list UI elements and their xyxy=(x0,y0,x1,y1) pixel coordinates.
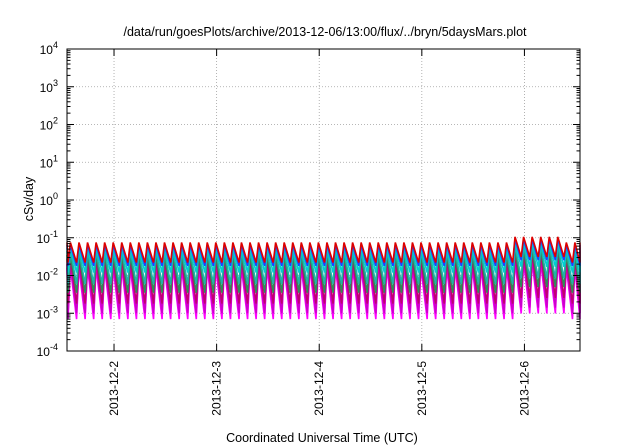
y-tick-label: 10-4 xyxy=(37,342,58,359)
x-tick-label: 2013-12-5 xyxy=(415,361,429,416)
y-tick-label-exp: -4 xyxy=(50,342,58,352)
x-axis-label: Coordinated Universal Time (UTC) xyxy=(226,431,418,445)
y-tick-label-exp: 2 xyxy=(53,116,58,126)
y-tick-label-exp: 1 xyxy=(53,153,58,163)
x-axis: 2013-12-2 2013-12-3 2013-12-4 2013-12-5 2013… xyxy=(107,49,531,416)
y-tick-label: 101 xyxy=(40,153,58,170)
y-tick-label-exp: -3 xyxy=(50,304,58,314)
y-tick-label: 100 xyxy=(40,191,58,208)
grid xyxy=(67,49,580,351)
y-tick-label-base: 10 xyxy=(40,156,54,170)
y-tick-label-exp: -2 xyxy=(50,267,58,277)
y-tick-label-base: 10 xyxy=(37,232,51,246)
y-tick-label-base: 10 xyxy=(37,307,51,321)
y-tick-label-exp: 4 xyxy=(53,40,58,50)
y-tick-label-base: 10 xyxy=(37,270,51,284)
y-tick-label: 10-3 xyxy=(37,304,58,321)
chart-title: /data/run/goesPlots/archive/2013-12-06/1… xyxy=(123,25,527,39)
x-tick-label: 2013-12-4 xyxy=(312,361,326,416)
y-axis-label: cSv/day xyxy=(22,176,36,221)
x-tick-label: 2013-12-3 xyxy=(210,361,224,416)
x-tick-label: 2013-12-2 xyxy=(107,361,121,416)
y-tick-label-exp: 0 xyxy=(53,191,58,201)
y-tick-label: 103 xyxy=(40,78,58,95)
y-tick-label-exp: -1 xyxy=(50,229,58,239)
y-tick-label-base: 10 xyxy=(37,345,51,359)
y-tick-label-base: 10 xyxy=(40,194,54,208)
y-tick-label: 102 xyxy=(40,116,58,133)
y-tick-label: 10-2 xyxy=(37,267,58,284)
y-tick-label: 10-1 xyxy=(37,229,58,246)
y-tick-label-base: 10 xyxy=(40,43,54,57)
series-line xyxy=(66,236,581,263)
series-group xyxy=(66,236,581,320)
y-tick-label-base: 10 xyxy=(40,119,54,133)
y-tick-label-base: 10 xyxy=(40,81,54,95)
y-tick-label-exp: 3 xyxy=(53,78,58,88)
y-tick-label: 104 xyxy=(40,40,58,57)
x-tick-label: 2013-12-6 xyxy=(517,361,531,416)
